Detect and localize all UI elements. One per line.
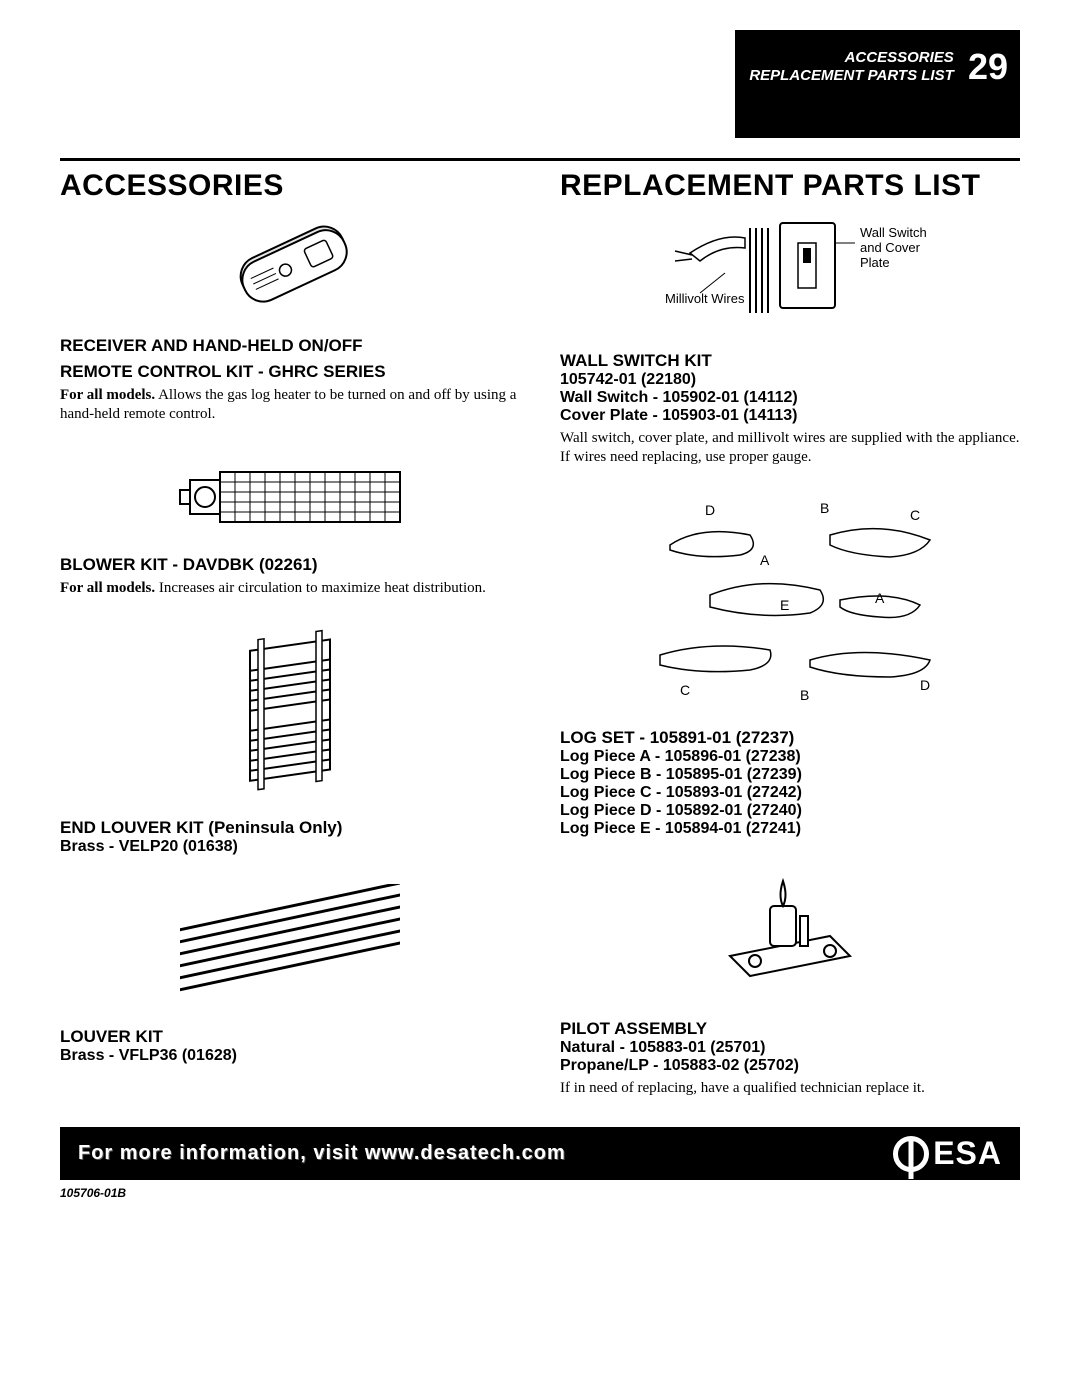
- header-line1: ACCESSORIES: [845, 49, 954, 66]
- remote-body: For all models. Allows the gas log heate…: [60, 386, 520, 424]
- logset-piece-c: Log Piece C - 105893-01 (27242): [560, 784, 1020, 802]
- replacement-title: REPLACEMENT PARTS LIST: [560, 169, 1020, 203]
- remote-heading1: RECEIVER AND HAND-HELD ON/OFF: [60, 336, 520, 356]
- logo-text: ESA: [933, 1135, 1002, 1172]
- end-louver-heading: END LOUVER KIT (Peninsula Only): [60, 818, 520, 838]
- louver-sub: Brass - VFLP36 (01628): [60, 1047, 520, 1065]
- blower-body-text: Increases air circulation to maximize he…: [155, 580, 486, 596]
- wall-switch-heading: WALL SWITCH KIT: [560, 351, 1020, 371]
- pilot-heading: PILOT ASSEMBLY: [560, 1019, 1020, 1039]
- header-badge: ACCESSORIES REPLACEMENT PARTS LIST 29: [735, 30, 1020, 138]
- logset-illustration: D B C A E A C B D: [560, 495, 1020, 720]
- footer-bar: For more information, visit www.desatech…: [60, 1127, 1020, 1180]
- wall-switch-line3: Cover Plate - 105903-01 (14113): [560, 407, 1020, 425]
- desa-logo: ESA: [893, 1135, 1002, 1172]
- page: ACCESSORIES REPLACEMENT PARTS LIST 29 AC…: [0, 0, 1080, 1220]
- blower-body: For all models. Increases air circulatio…: [60, 579, 520, 598]
- pilot-illustration: [560, 866, 1020, 1011]
- svg-text:A: A: [875, 590, 885, 606]
- svg-text:A: A: [760, 552, 770, 568]
- logset-heading: LOG SET - 105891-01 (27237): [560, 728, 1020, 748]
- wall-switch-illustration: Millivolt Wires Wall Switch and Cover Pl…: [560, 213, 1020, 343]
- blower-heading: BLOWER KIT - DAVDBK (02261): [60, 555, 520, 575]
- logo-icon: [893, 1136, 929, 1172]
- svg-text:D: D: [705, 502, 715, 518]
- blower-illustration: [60, 452, 520, 547]
- remote-heading2: REMOTE CONTROL KIT - GHRC SERIES: [60, 362, 520, 382]
- svg-text:E: E: [780, 597, 789, 613]
- footer-text: For more information, visit www.desatech…: [78, 1142, 566, 1165]
- end-louver-illustration: [60, 625, 520, 810]
- logset-piece-e: Log Piece E - 105894-01 (27241): [560, 820, 1020, 838]
- document-code: 105706-01B: [60, 1186, 1020, 1200]
- end-louver-sub: Brass - VELP20 (01638): [60, 838, 520, 856]
- content-columns: ACCESSORIES RECEIVER AND HAND-HELD ON/OF: [60, 169, 1020, 1097]
- logset-piece-a: Log Piece A - 105896-01 (27238): [560, 748, 1020, 766]
- callout-wires: Millivolt Wires: [665, 291, 744, 306]
- wall-switch-line2: Wall Switch - 105902-01 (14112): [560, 389, 1020, 407]
- pilot-body: If in need of replacing, have a qualifie…: [560, 1079, 1020, 1098]
- accessories-title: ACCESSORIES: [60, 169, 520, 203]
- top-rule: [60, 158, 1020, 161]
- louver-heading: LOUVER KIT: [60, 1027, 520, 1047]
- logset-piece-d: Log Piece D - 105892-01 (27240): [560, 802, 1020, 820]
- left-column: ACCESSORIES RECEIVER AND HAND-HELD ON/OF: [60, 169, 520, 1097]
- louver-illustration: [60, 884, 520, 1019]
- callout-switch: Wall Switch and Cover Plate: [860, 225, 950, 270]
- header-line2: REPLACEMENT PARTS LIST: [749, 67, 953, 84]
- right-column: REPLACEMENT PARTS LIST: [560, 169, 1020, 1097]
- remote-illustration: [60, 213, 520, 328]
- svg-text:C: C: [680, 682, 690, 698]
- page-number: 29: [968, 45, 1008, 88]
- svg-text:B: B: [820, 500, 829, 516]
- wall-switch-body: Wall switch, cover plate, and millivolt …: [560, 429, 1020, 467]
- remote-body-bold: For all models.: [60, 387, 155, 403]
- pilot-line1: Natural - 105883-01 (25701): [560, 1039, 1020, 1057]
- wall-switch-line1: 105742-01 (22180): [560, 371, 1020, 389]
- blower-body-bold: For all models.: [60, 580, 155, 596]
- svg-text:D: D: [920, 677, 930, 693]
- pilot-line2: Propane/LP - 105883-02 (25702): [560, 1057, 1020, 1075]
- svg-text:C: C: [910, 507, 920, 523]
- svg-text:B: B: [800, 687, 809, 703]
- logset-piece-b: Log Piece B - 105895-01 (27239): [560, 766, 1020, 784]
